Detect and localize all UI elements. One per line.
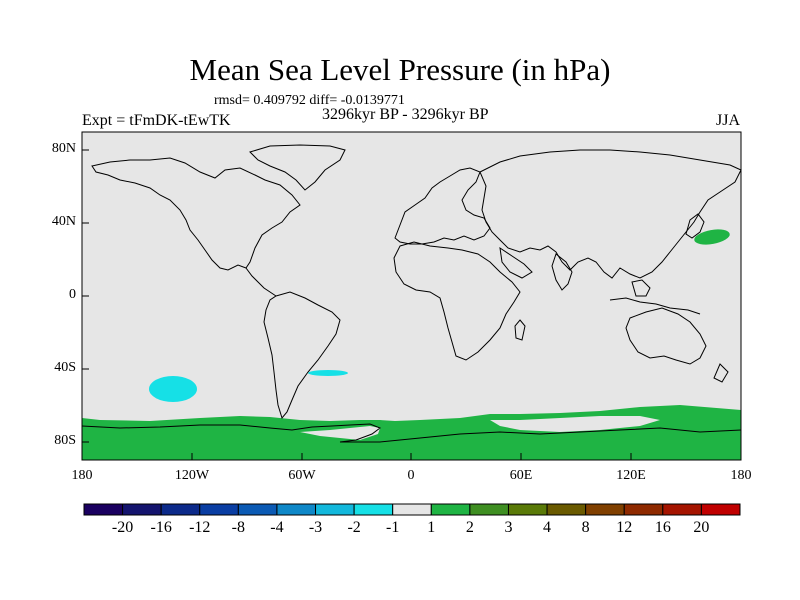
colorbar-swatch xyxy=(237,503,278,516)
antarctic-neutral-patch xyxy=(300,426,380,440)
coastlines xyxy=(81,144,742,443)
colorbar-tick-label: -20 xyxy=(111,519,134,536)
colorbar-swatch xyxy=(507,503,548,516)
colorbar-tick-label: 12 xyxy=(616,519,633,536)
stats-text: rmsd= 0.409792 diff= -0.0139771 xyxy=(214,93,405,108)
colorbar-tick-label: 2 xyxy=(465,519,474,536)
coast-arabia xyxy=(499,246,533,279)
chart-title: Mean Sea Level Pressure (in hPa) xyxy=(189,52,611,87)
lat-label-40n: 40N xyxy=(51,214,76,229)
lat-label-0: 0 xyxy=(69,287,76,302)
north-pacific-positive-blob xyxy=(694,229,730,245)
period-label: 3296kyr BP - 3296kyr BP xyxy=(322,106,489,123)
colorbar-swatch xyxy=(392,503,432,516)
colorbar-tick-label: 20 xyxy=(693,519,710,536)
lon-label-180w: 180 xyxy=(71,468,93,483)
colorbar-swatch xyxy=(315,503,355,516)
coast-south-america xyxy=(263,291,341,420)
coast-antarctica xyxy=(81,423,742,443)
colorbar-swatch xyxy=(353,503,394,516)
lon-label-0: 0 xyxy=(407,468,415,483)
colorbar-tick-label: -1 xyxy=(386,519,400,536)
colorbar-swatch xyxy=(160,503,201,516)
colorbar-swatch xyxy=(430,503,471,516)
colorbar-tick-label: -16 xyxy=(150,519,172,536)
colorbar-swatch xyxy=(662,503,702,516)
colorbar-tick-label: 8 xyxy=(581,519,590,536)
colorbar-swatch xyxy=(199,503,239,516)
lon-label-60w: 60W xyxy=(288,468,316,483)
lon-label-60e: 60E xyxy=(509,468,533,483)
south-pacific-negative-blob xyxy=(149,376,197,402)
colorbar-swatch xyxy=(700,503,741,516)
colorbar xyxy=(83,503,741,516)
lat-label-80n: 80N xyxy=(51,141,76,156)
coast-asia xyxy=(479,149,742,279)
coast-africa xyxy=(393,241,521,361)
colorbar-tick-label: -4 xyxy=(270,519,284,536)
lon-label-120w: 120W xyxy=(174,468,210,483)
season-label: JJA xyxy=(716,112,741,129)
colorbar-swatch xyxy=(83,503,124,516)
lat-label-80s: 80S xyxy=(54,433,76,448)
colorbar-swatch xyxy=(585,503,625,516)
experiment-label: Expt = tFmDK-tEwTK xyxy=(82,112,231,129)
colorbar-swatch xyxy=(276,503,317,516)
coast-greenland xyxy=(249,144,346,191)
colorbar-swatch xyxy=(469,503,509,516)
colorbar-tick-label: 1 xyxy=(427,519,436,536)
lon-label-120e: 120E xyxy=(616,468,646,483)
colorbar-tick-label: -8 xyxy=(231,519,245,536)
coast-north-america xyxy=(91,157,301,271)
map-background xyxy=(82,132,741,460)
colorbar-tick-label: -3 xyxy=(308,519,323,536)
coast-india xyxy=(551,253,573,291)
coast-australia xyxy=(625,307,707,365)
coast-japan xyxy=(685,213,705,239)
map-panel xyxy=(81,131,742,461)
colorbar-tick-label: 3 xyxy=(504,519,513,536)
coast-indonesia xyxy=(609,297,701,315)
colorbar-swatch xyxy=(546,503,587,516)
axis-ticks xyxy=(81,149,742,460)
colorbar-tick-label: -2 xyxy=(347,519,361,536)
lat-label-40s: 40S xyxy=(54,360,76,375)
antarctic-neutral-patch-east xyxy=(490,416,660,432)
coast-new-zealand xyxy=(713,363,729,383)
coast-europe xyxy=(394,167,491,245)
lon-label-180e: 180 xyxy=(730,468,752,483)
coast-borneo xyxy=(631,279,651,297)
colorbar-tick-label: -12 xyxy=(189,519,211,536)
coast-central-america xyxy=(245,267,277,297)
colorbar-swatch xyxy=(623,503,664,516)
colorbar-swatch xyxy=(122,503,162,516)
colorbar-tick-label: 16 xyxy=(654,519,671,536)
coast-madagascar xyxy=(514,319,526,341)
south-atlantic-negative-blob xyxy=(308,370,348,376)
colorbar-tick-label: 4 xyxy=(543,519,552,536)
